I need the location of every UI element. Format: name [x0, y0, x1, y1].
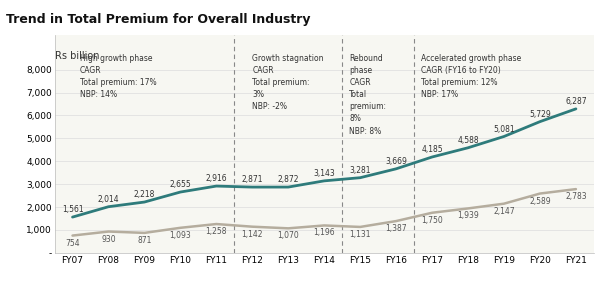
Text: 1,131: 1,131	[350, 230, 371, 239]
Text: 2,872: 2,872	[278, 175, 299, 184]
Text: 1,939: 1,939	[457, 211, 479, 220]
Text: 1,196: 1,196	[313, 228, 335, 238]
Text: 1,561: 1,561	[62, 205, 84, 214]
Text: Growth stagnation
CAGR
Total premium:
3%
NBP: -2%: Growth stagnation CAGR Total premium: 3%…	[252, 54, 324, 111]
Text: 1,750: 1,750	[421, 216, 443, 225]
Text: 1,142: 1,142	[242, 230, 263, 239]
Text: 3,143: 3,143	[313, 169, 335, 178]
Text: 1,093: 1,093	[170, 231, 191, 240]
Text: 930: 930	[101, 235, 116, 243]
Text: 3,281: 3,281	[350, 166, 371, 175]
Text: High growth phase
CAGR
Total premium: 17%
NBP: 14%: High growth phase CAGR Total premium: 17…	[80, 54, 156, 99]
Text: 871: 871	[137, 236, 152, 245]
Text: 5,729: 5,729	[529, 110, 551, 119]
Text: 2,014: 2,014	[98, 195, 119, 204]
Text: 2,589: 2,589	[529, 196, 551, 206]
Text: 3,669: 3,669	[385, 157, 407, 166]
Text: 2,783: 2,783	[565, 192, 587, 201]
Text: 1,070: 1,070	[278, 231, 299, 240]
Text: 2,218: 2,218	[134, 190, 155, 199]
Text: Rebound
phase
CAGR
Total
premium:
8%
NBP: 8%: Rebound phase CAGR Total premium: 8% NBP…	[350, 54, 387, 136]
Text: 2,916: 2,916	[205, 174, 227, 183]
Text: 1,387: 1,387	[385, 224, 407, 233]
Text: 2,655: 2,655	[170, 180, 191, 189]
Text: 2,871: 2,871	[242, 175, 263, 184]
Text: Trend in Total Premium for Overall Industry: Trend in Total Premium for Overall Indus…	[6, 13, 310, 26]
Text: 4,588: 4,588	[457, 136, 479, 145]
Text: 4,185: 4,185	[421, 145, 443, 154]
Text: 2,147: 2,147	[493, 207, 515, 216]
Text: Accelerated growth phase
CAGR (FY16 to FY20)
Total premium: 12%
NBP: 17%: Accelerated growth phase CAGR (FY16 to F…	[421, 54, 522, 99]
Text: 5,081: 5,081	[493, 125, 515, 134]
Text: 1,258: 1,258	[205, 227, 227, 236]
Text: Rs billion: Rs billion	[55, 51, 99, 61]
Text: 6,287: 6,287	[565, 97, 587, 106]
Text: 754: 754	[65, 238, 80, 248]
